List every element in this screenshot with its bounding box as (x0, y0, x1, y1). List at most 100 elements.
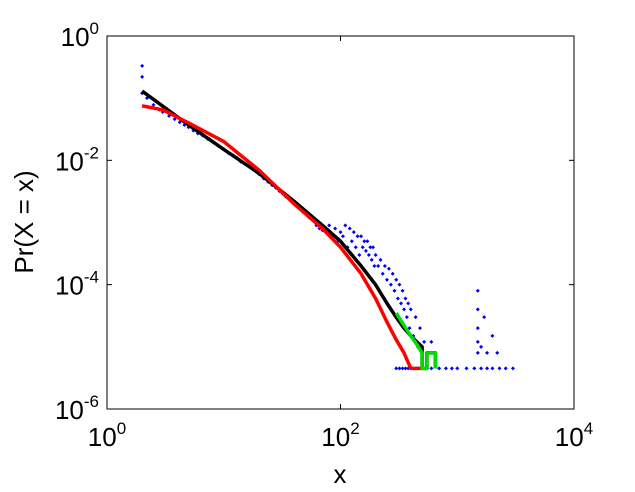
scatter-point (510, 366, 515, 371)
scatter-point (327, 223, 332, 228)
scatter-point (382, 263, 387, 268)
scatter-point (482, 315, 487, 320)
axis-ticks (106, 35, 575, 410)
scatter-point (503, 366, 508, 371)
scatter-point (400, 366, 405, 371)
scatter-point (399, 301, 404, 306)
scatter-point (392, 288, 397, 293)
scatter-point (366, 253, 371, 258)
scatter-point (497, 366, 502, 371)
y-tick-exponent: 0 (90, 19, 99, 38)
data-marks (140, 63, 515, 371)
y-tick-label: 10-2 (55, 143, 99, 176)
scatter-point (363, 248, 368, 253)
x-tick-exponent: 0 (117, 419, 126, 438)
scatter-point (371, 245, 376, 250)
scatter-point (360, 245, 365, 250)
scatter-point (397, 366, 402, 371)
scatter-point (403, 366, 408, 371)
scatter-point (495, 350, 500, 355)
y-tick-base: 10 (55, 146, 84, 176)
scatter-point (418, 326, 423, 331)
scatter-point (406, 301, 411, 306)
scatter-point (378, 257, 383, 262)
x-tick-exponent: 2 (350, 419, 359, 438)
scatter-point (372, 263, 377, 268)
x-tick-exponent: 4 (584, 419, 593, 438)
scatter-point (408, 307, 413, 312)
scatter-point (429, 339, 434, 344)
scatter-point (475, 326, 480, 331)
scatter-point (390, 271, 395, 276)
scatter-point (407, 326, 412, 331)
scatter-point (353, 245, 358, 250)
scatter-point (388, 282, 393, 287)
scatter-point (368, 245, 373, 250)
scatter-point (338, 230, 343, 235)
scatter-point (479, 366, 484, 371)
scatter-point (355, 234, 360, 239)
x-tick-base: 10 (321, 422, 350, 452)
scatter-point (404, 315, 409, 320)
scatter-point (349, 239, 354, 244)
scatter-point (400, 288, 405, 293)
series-line-3 (394, 312, 438, 371)
scatter-point (365, 239, 370, 244)
scatter-point (479, 344, 484, 349)
y-tick-base: 10 (55, 395, 84, 425)
scatter-point (485, 350, 490, 355)
x-tick-base: 10 (555, 422, 584, 452)
scatter-point (449, 366, 454, 371)
scatter-point (472, 366, 477, 371)
scatter-point (386, 266, 391, 271)
scatter-point (464, 366, 469, 371)
scatter-point (340, 234, 345, 239)
scatter-point (395, 296, 400, 301)
y-tick-base: 10 (61, 22, 90, 52)
scatter-point (376, 263, 381, 268)
scatter-point (373, 253, 378, 258)
y-tick-exponent: -2 (84, 143, 99, 162)
scatter-point (402, 307, 407, 312)
scatter-point (403, 296, 408, 301)
plot-area (106, 35, 575, 410)
y-tick-base: 10 (55, 271, 84, 301)
scatter-point (394, 366, 399, 371)
x-tick-label: 102 (321, 419, 359, 452)
scatter-point (443, 366, 448, 371)
scatter-point (333, 226, 338, 231)
scatter-point (490, 333, 495, 338)
series-line-2 (141, 104, 423, 371)
scatter-point (422, 339, 427, 344)
y-tick-exponent: -6 (84, 392, 99, 411)
x-tick-base: 10 (88, 422, 117, 452)
scatter-point (397, 282, 402, 287)
scatter-point (455, 366, 460, 371)
scatter-point (140, 74, 145, 79)
scatter-point (357, 253, 362, 258)
scatter-point (437, 366, 442, 371)
scatter-point (429, 366, 434, 371)
scatter-point (343, 223, 348, 228)
scatter-point (140, 63, 145, 68)
x-tick-label: 104 (555, 419, 593, 452)
y-tick-label: 10-4 (55, 268, 99, 301)
scatter-point (475, 307, 480, 312)
scatter-point (369, 257, 374, 262)
x-tick-label: 100 (88, 419, 126, 452)
scatter-point (359, 234, 364, 239)
scatter-point (475, 350, 480, 355)
scatter-point (394, 277, 399, 282)
scatter-point (384, 277, 389, 282)
scatter-point (485, 366, 490, 371)
scatter-point (475, 288, 480, 293)
scatter-point (347, 226, 352, 231)
y-tick-label: 10-6 (55, 392, 99, 425)
scatter-point (351, 230, 356, 235)
scatter-point (413, 315, 418, 320)
scatter-point (490, 366, 495, 371)
y-tick-label: 100 (61, 19, 99, 52)
scatter-point (380, 271, 385, 276)
